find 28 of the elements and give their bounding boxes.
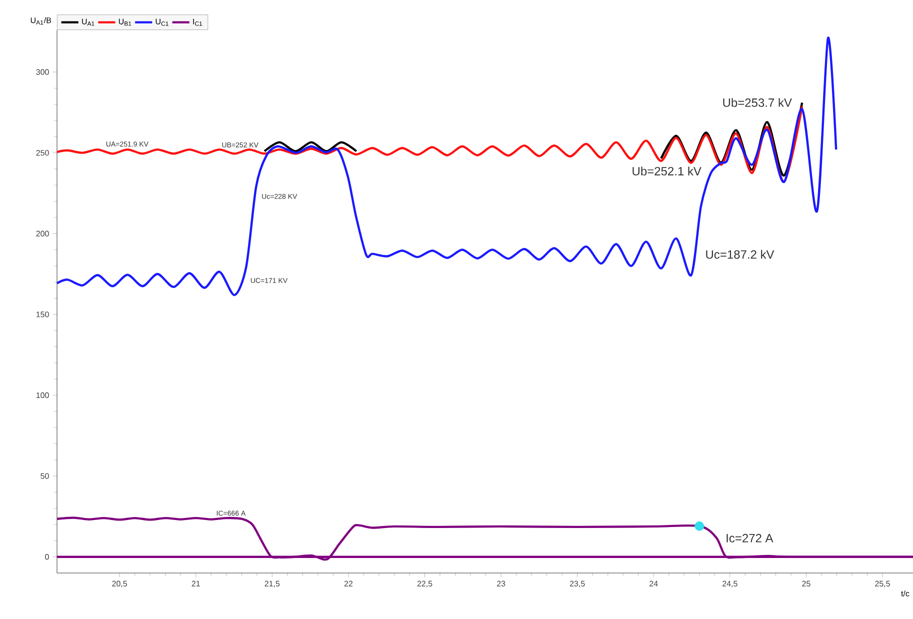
y-tick-label: 250 (36, 150, 49, 156)
legend-label: U$_{B1}$ (118, 18, 132, 26)
legend-label: I$_{C1}$ (193, 18, 202, 26)
x-tick-label: 23 (496, 580, 506, 586)
y-tick-label: 0 (45, 554, 49, 560)
y-tick-label: 200 (36, 230, 49, 236)
x-tick-label: 25,5 (875, 580, 890, 588)
y-tick-label: 150 (36, 312, 49, 318)
y-tick-label: 100 (36, 392, 49, 398)
x-tick-label: 21 (192, 580, 200, 586)
x-axis-title: t/c (901, 590, 910, 596)
x-tick-label: 25 (802, 580, 810, 586)
annotation: Ub=253.7 kV (723, 98, 792, 107)
legend-label: U$_{C1}$ (156, 18, 168, 26)
annotation: Ic=272 A (726, 534, 774, 542)
annotation: Uc=187.2 kV (706, 250, 774, 259)
y-axis-title: U$_{A1}$/B (30, 17, 52, 24)
y-tick-label: 50 (40, 473, 49, 479)
x-tick-label: 24 (650, 580, 658, 586)
x-tick-label: 21,5 (264, 580, 280, 588)
x-tick-label: 22,5 (417, 580, 432, 588)
x-tick-label: 24,5 (722, 580, 738, 588)
annotation: Ub=252.1 kV (632, 166, 702, 176)
legend-label: U$_{A1}$ (82, 18, 94, 26)
x-tick-label: 22 (344, 580, 352, 586)
x-tick-label: 20,5 (112, 580, 128, 588)
y-tick-label: 300 (36, 69, 49, 75)
x-tick-label: 23,5 (570, 580, 585, 588)
